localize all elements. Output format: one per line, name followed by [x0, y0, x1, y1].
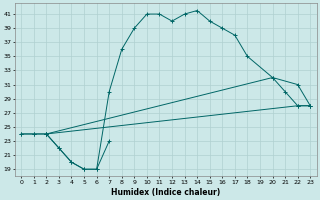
- X-axis label: Humidex (Indice chaleur): Humidex (Indice chaleur): [111, 188, 220, 197]
